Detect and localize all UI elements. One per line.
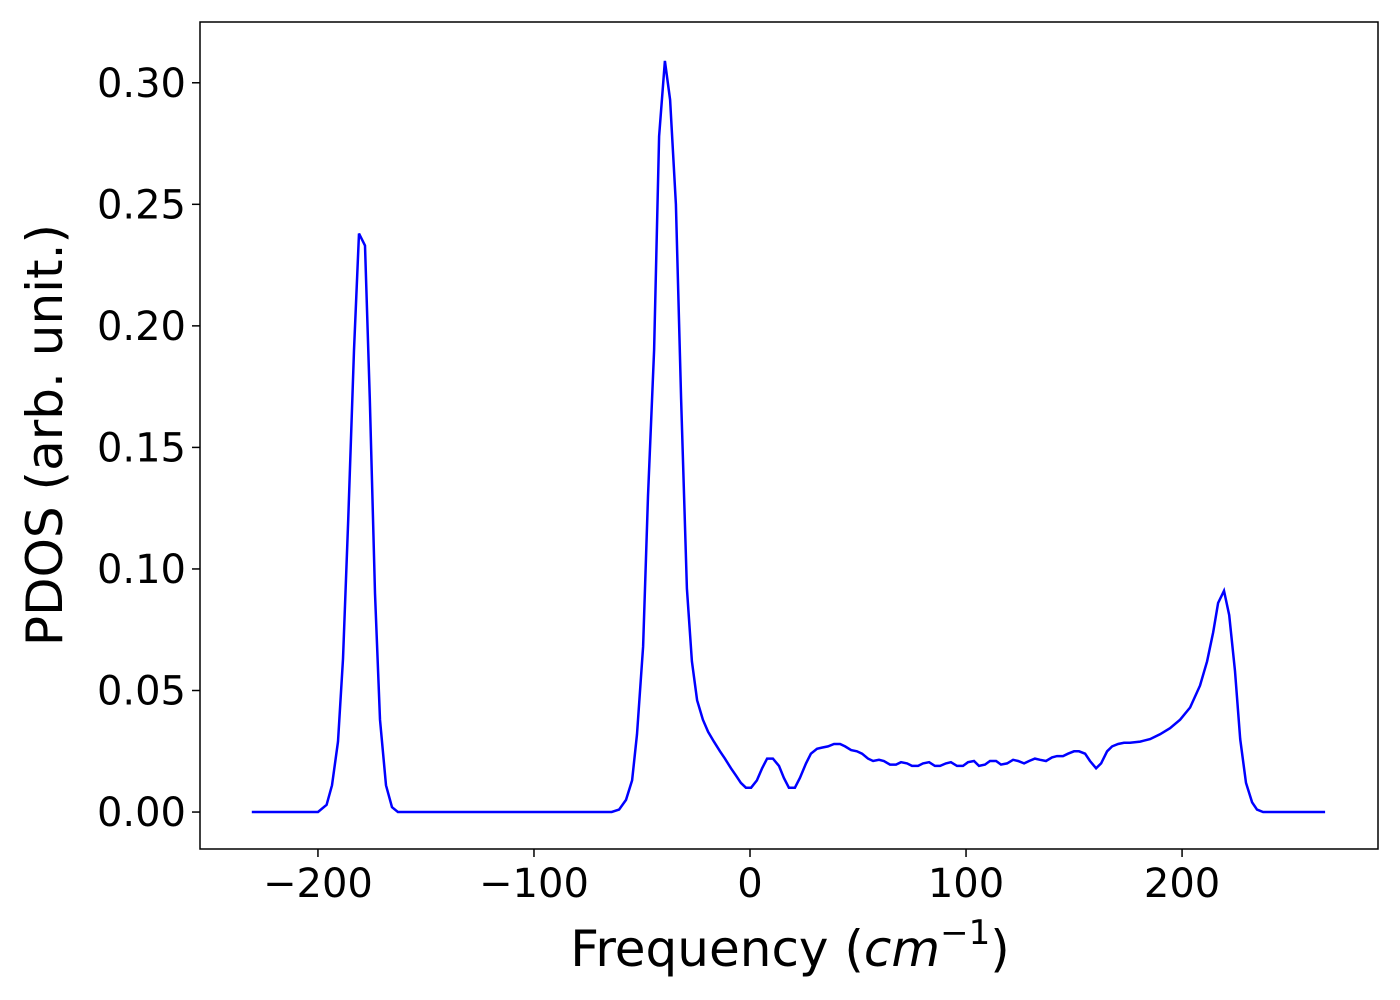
y-tick-label: 0.30 [97, 61, 186, 107]
x-tick-label: 200 [1144, 861, 1220, 907]
y-tick-label: 0.20 [97, 304, 186, 350]
y-tick-label: 0.05 [97, 669, 186, 715]
x-label-text: Frequency ( [570, 920, 864, 978]
y-tick-label: 0.25 [97, 182, 186, 228]
y-tick-label: 0.00 [97, 790, 186, 836]
x-tick-label: 100 [928, 861, 1004, 907]
y-axis-label: PDOS (arb. unit.) [16, 224, 74, 646]
x-tick-label: −100 [479, 861, 589, 907]
x-label-math: cm [864, 920, 940, 978]
x-tick-label: −200 [263, 861, 373, 907]
x-tick-label: 0 [737, 861, 762, 907]
plot-frame [199, 21, 1379, 850]
data-line [251, 60, 1326, 814]
y-tick-label: 0.10 [97, 547, 186, 593]
y-tick-label: 0.15 [97, 425, 186, 471]
x-axis-label: Frequency (cm−1) [570, 913, 1010, 978]
x-label-close: ) [990, 920, 1010, 978]
x-label-sup: −1 [940, 913, 990, 953]
